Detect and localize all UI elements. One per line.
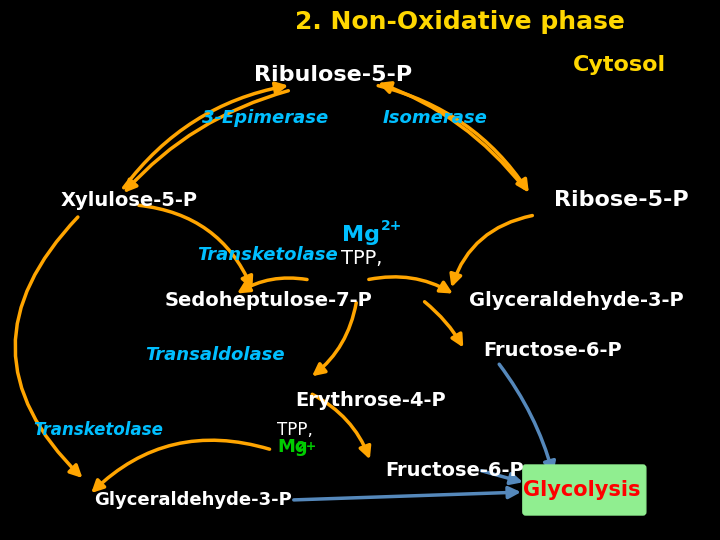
Text: Glyceraldehyde-3-P: Glyceraldehyde-3-P xyxy=(469,291,684,309)
Text: TPP,: TPP, xyxy=(277,421,312,439)
Text: Cytosol: Cytosol xyxy=(573,55,666,75)
Text: Erythrose-4-P: Erythrose-4-P xyxy=(296,390,446,409)
Text: 2+: 2+ xyxy=(381,219,402,233)
Text: 3-Epimerase: 3-Epimerase xyxy=(202,109,328,127)
Text: Ribose-5-P: Ribose-5-P xyxy=(554,190,688,210)
Text: Transaldolase: Transaldolase xyxy=(145,346,285,364)
Text: Transketolase: Transketolase xyxy=(197,246,338,264)
Text: 2. Non-Oxidative phase: 2. Non-Oxidative phase xyxy=(295,10,625,34)
Text: Ribulose-5-P: Ribulose-5-P xyxy=(254,65,413,85)
Text: Fructose-6-P: Fructose-6-P xyxy=(483,341,622,360)
Text: Mg: Mg xyxy=(277,438,307,456)
Text: Sedoheptulose-7-P: Sedoheptulose-7-P xyxy=(164,291,372,309)
Text: Glyceraldehyde-3-P: Glyceraldehyde-3-P xyxy=(94,491,292,509)
Text: Fructose-6-P: Fructose-6-P xyxy=(385,461,523,480)
Text: 2+: 2+ xyxy=(297,441,316,454)
Text: Isomerase: Isomerase xyxy=(383,109,488,127)
Text: TPP,: TPP, xyxy=(341,248,382,267)
Text: Transketolase: Transketolase xyxy=(33,421,163,439)
Text: Mg: Mg xyxy=(343,225,380,245)
FancyBboxPatch shape xyxy=(523,465,646,515)
Text: Glycolysis: Glycolysis xyxy=(523,480,641,500)
Text: Xylulose-5-P: Xylulose-5-P xyxy=(61,191,198,210)
